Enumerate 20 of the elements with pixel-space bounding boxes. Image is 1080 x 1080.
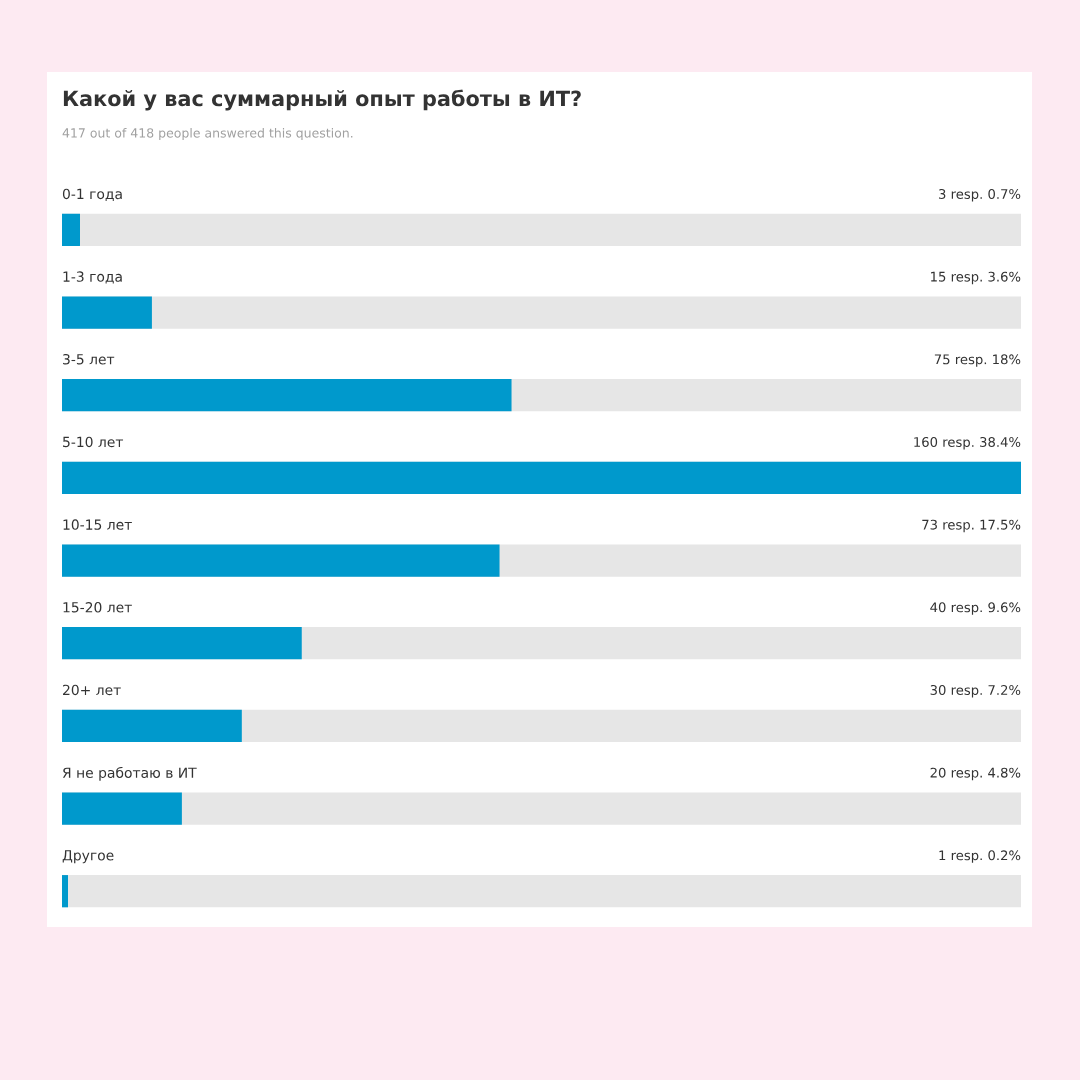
data-label: 3 resp. 0.7%	[939, 188, 1021, 202]
data-label: 1 resp. 0.2%	[939, 850, 1021, 863]
chart-title: Какой у вас суммарный опыт работы в ИТ?	[63, 89, 581, 111]
y-tick-label: 3-5 лет	[63, 354, 115, 365]
y-tick-label: 10-15 лет	[63, 519, 132, 530]
y-tick-label: 15-20 лет	[63, 602, 132, 613]
y-tick-label: 20+ лет	[63, 684, 121, 696]
chart-subtitle: 417 out of 418 people answered this question.	[62, 127, 353, 141]
data-label: 40 resp. 9.6%	[930, 602, 1021, 615]
data-label: 15 resp. 3.6%	[931, 271, 1021, 285]
y-tick-label: 1-3 года	[63, 271, 122, 284]
data-label: 30 resp. 7.2%	[930, 684, 1021, 698]
data-label: 73 resp. 17.5%	[922, 519, 1021, 533]
data-label: 20 resp. 4.8%	[930, 767, 1021, 781]
y-tick-label: 0-1 года	[62, 188, 122, 201]
y-tick-label: Другое	[62, 850, 114, 864]
y-tick-label: 5-10 лет	[63, 436, 124, 448]
data-label: 75 resp. 18%	[934, 354, 1021, 367]
y-tick-label: Я не работаю в ИТ	[62, 766, 197, 781]
data-label: 160 resp. 38.4%	[914, 436, 1021, 450]
